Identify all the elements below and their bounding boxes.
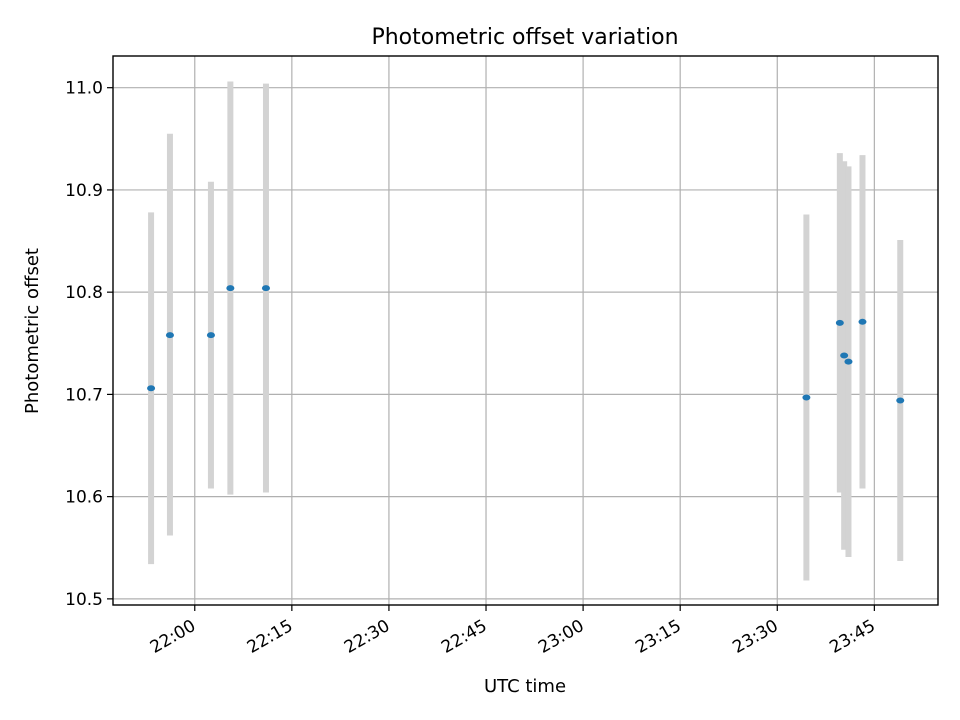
data-point (226, 285, 235, 292)
y-tick-label: 11.0 (65, 79, 103, 99)
grid (113, 56, 938, 605)
data-point (206, 332, 215, 339)
data-point (261, 285, 270, 292)
y-tick-label: 10.5 (65, 590, 103, 610)
plot-frame (112, 55, 939, 606)
data-point (858, 318, 867, 325)
data-points (147, 285, 905, 404)
x-axis-label: UTC time (484, 676, 566, 697)
data-point (165, 332, 174, 339)
data-point (844, 358, 853, 365)
data-point (840, 352, 849, 359)
y-axis-ticks: 10.5 10.6 10.7 10.8 10.9 11.0 (65, 79, 113, 610)
y-tick-label: 10.7 (65, 385, 103, 405)
y-tick-label: 10.6 (65, 488, 103, 508)
chart-title: Photometric offset variation (371, 25, 678, 50)
data-point (802, 394, 811, 401)
data-point (896, 397, 905, 404)
data-point (835, 319, 844, 326)
y-tick-label: 10.8 (65, 283, 103, 303)
data-point (147, 385, 156, 392)
y-tick-label: 10.9 (65, 181, 103, 201)
y-axis-label: Photometric offset (22, 248, 43, 414)
